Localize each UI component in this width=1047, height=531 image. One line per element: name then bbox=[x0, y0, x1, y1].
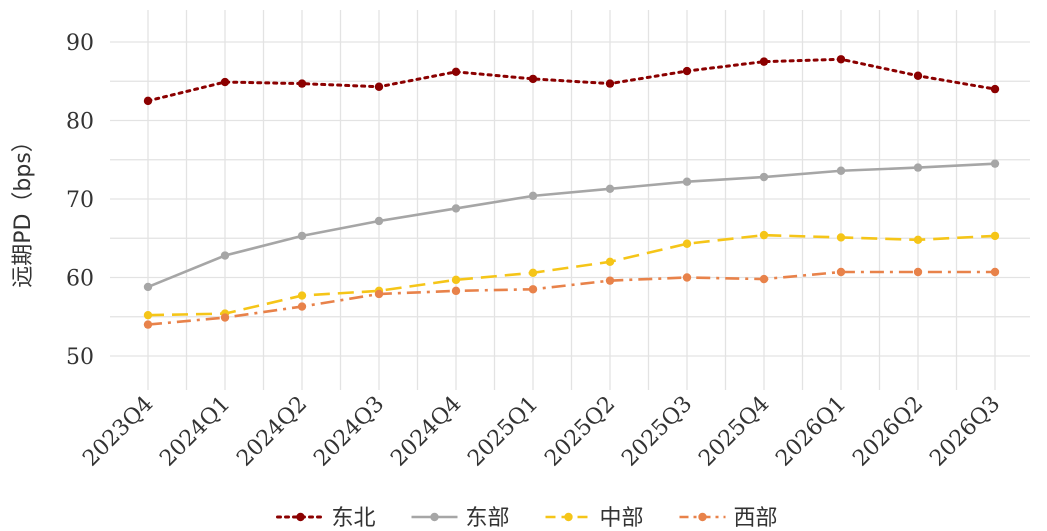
legend-label: 西部 bbox=[734, 506, 778, 531]
data-point bbox=[914, 236, 922, 244]
data-point bbox=[837, 55, 845, 63]
data-point bbox=[914, 72, 922, 80]
data-point bbox=[144, 283, 152, 291]
x-tick-label: 2025Q1 bbox=[463, 392, 543, 472]
data-point bbox=[606, 276, 614, 284]
data-point bbox=[298, 291, 306, 299]
x-tick-label: 2026Q2 bbox=[848, 392, 928, 472]
data-point bbox=[221, 313, 229, 321]
data-point bbox=[452, 287, 460, 295]
data-point bbox=[529, 75, 537, 83]
data-point bbox=[760, 231, 768, 239]
data-point bbox=[683, 240, 691, 248]
x-tick-label: 2023Q4 bbox=[78, 392, 158, 472]
data-point bbox=[683, 178, 691, 186]
data-point bbox=[991, 268, 999, 276]
data-point bbox=[760, 275, 768, 283]
data-point bbox=[144, 320, 152, 328]
data-point bbox=[221, 78, 229, 86]
data-point bbox=[375, 290, 383, 298]
y-tick-label: 70 bbox=[66, 188, 94, 213]
x-tick-label: 2026Q3 bbox=[925, 392, 1005, 472]
y-axis-title: 远期PD（bps） bbox=[11, 130, 36, 288]
legend-label: 东北 bbox=[332, 506, 376, 531]
data-point bbox=[683, 67, 691, 75]
x-tick-label: 2026Q1 bbox=[771, 392, 851, 472]
data-point bbox=[144, 97, 152, 105]
x-tick-label: 2024Q2 bbox=[232, 392, 312, 472]
axis-layer: 50 60 70 80 90 2023Q42024Q12024Q22024Q32024Q4… bbox=[11, 31, 1005, 471]
legend-item: 东部 bbox=[412, 506, 510, 531]
x-tick-label: 2025Q3 bbox=[617, 392, 697, 472]
y-tick-label: 60 bbox=[66, 267, 94, 292]
data-point bbox=[298, 232, 306, 240]
legend-label: 中部 bbox=[600, 506, 644, 531]
data-point bbox=[991, 232, 999, 240]
data-point bbox=[837, 268, 845, 276]
data-point bbox=[837, 167, 845, 175]
legend-item: 东北 bbox=[278, 506, 376, 531]
grid-layer bbox=[110, 10, 1030, 390]
data-point bbox=[914, 268, 922, 276]
data-point bbox=[991, 159, 999, 167]
legend-marker bbox=[430, 513, 438, 521]
data-point bbox=[914, 163, 922, 171]
data-point bbox=[452, 204, 460, 212]
data-point bbox=[837, 233, 845, 241]
data-point bbox=[375, 217, 383, 225]
y-tick-label: 50 bbox=[66, 345, 94, 370]
legend-marker bbox=[564, 513, 572, 521]
x-tick-label: 2024Q4 bbox=[386, 392, 466, 472]
legend: 东北 东部 中部 西部 bbox=[278, 506, 778, 531]
data-point bbox=[298, 302, 306, 310]
data-point bbox=[144, 311, 152, 319]
legend-layer: 东北 东部 中部 西部 bbox=[278, 506, 778, 531]
data-point bbox=[529, 285, 537, 293]
y-tick-label: 90 bbox=[66, 31, 94, 56]
data-point bbox=[375, 83, 383, 91]
x-tick-label: 2024Q1 bbox=[155, 392, 235, 472]
data-point bbox=[298, 79, 306, 87]
data-point bbox=[452, 276, 460, 284]
data-point bbox=[683, 273, 691, 281]
data-point bbox=[606, 185, 614, 193]
legend-item: 西部 bbox=[680, 506, 778, 531]
data-point bbox=[529, 192, 537, 200]
legend-marker bbox=[296, 513, 304, 521]
legend-marker bbox=[698, 513, 706, 521]
data-point bbox=[606, 79, 614, 87]
data-point bbox=[529, 269, 537, 277]
data-point bbox=[991, 85, 999, 93]
legend-item: 中部 bbox=[546, 506, 644, 531]
legend-label: 东部 bbox=[466, 506, 510, 531]
x-tick-label: 2025Q2 bbox=[540, 392, 620, 472]
data-point bbox=[760, 57, 768, 65]
x-tick-label: 2024Q3 bbox=[309, 392, 389, 472]
data-point bbox=[221, 251, 229, 259]
data-point bbox=[606, 258, 614, 266]
y-tick-label: 80 bbox=[66, 110, 94, 135]
x-tick-label: 2025Q4 bbox=[694, 392, 774, 472]
data-point bbox=[760, 173, 768, 181]
data-point bbox=[452, 68, 460, 76]
